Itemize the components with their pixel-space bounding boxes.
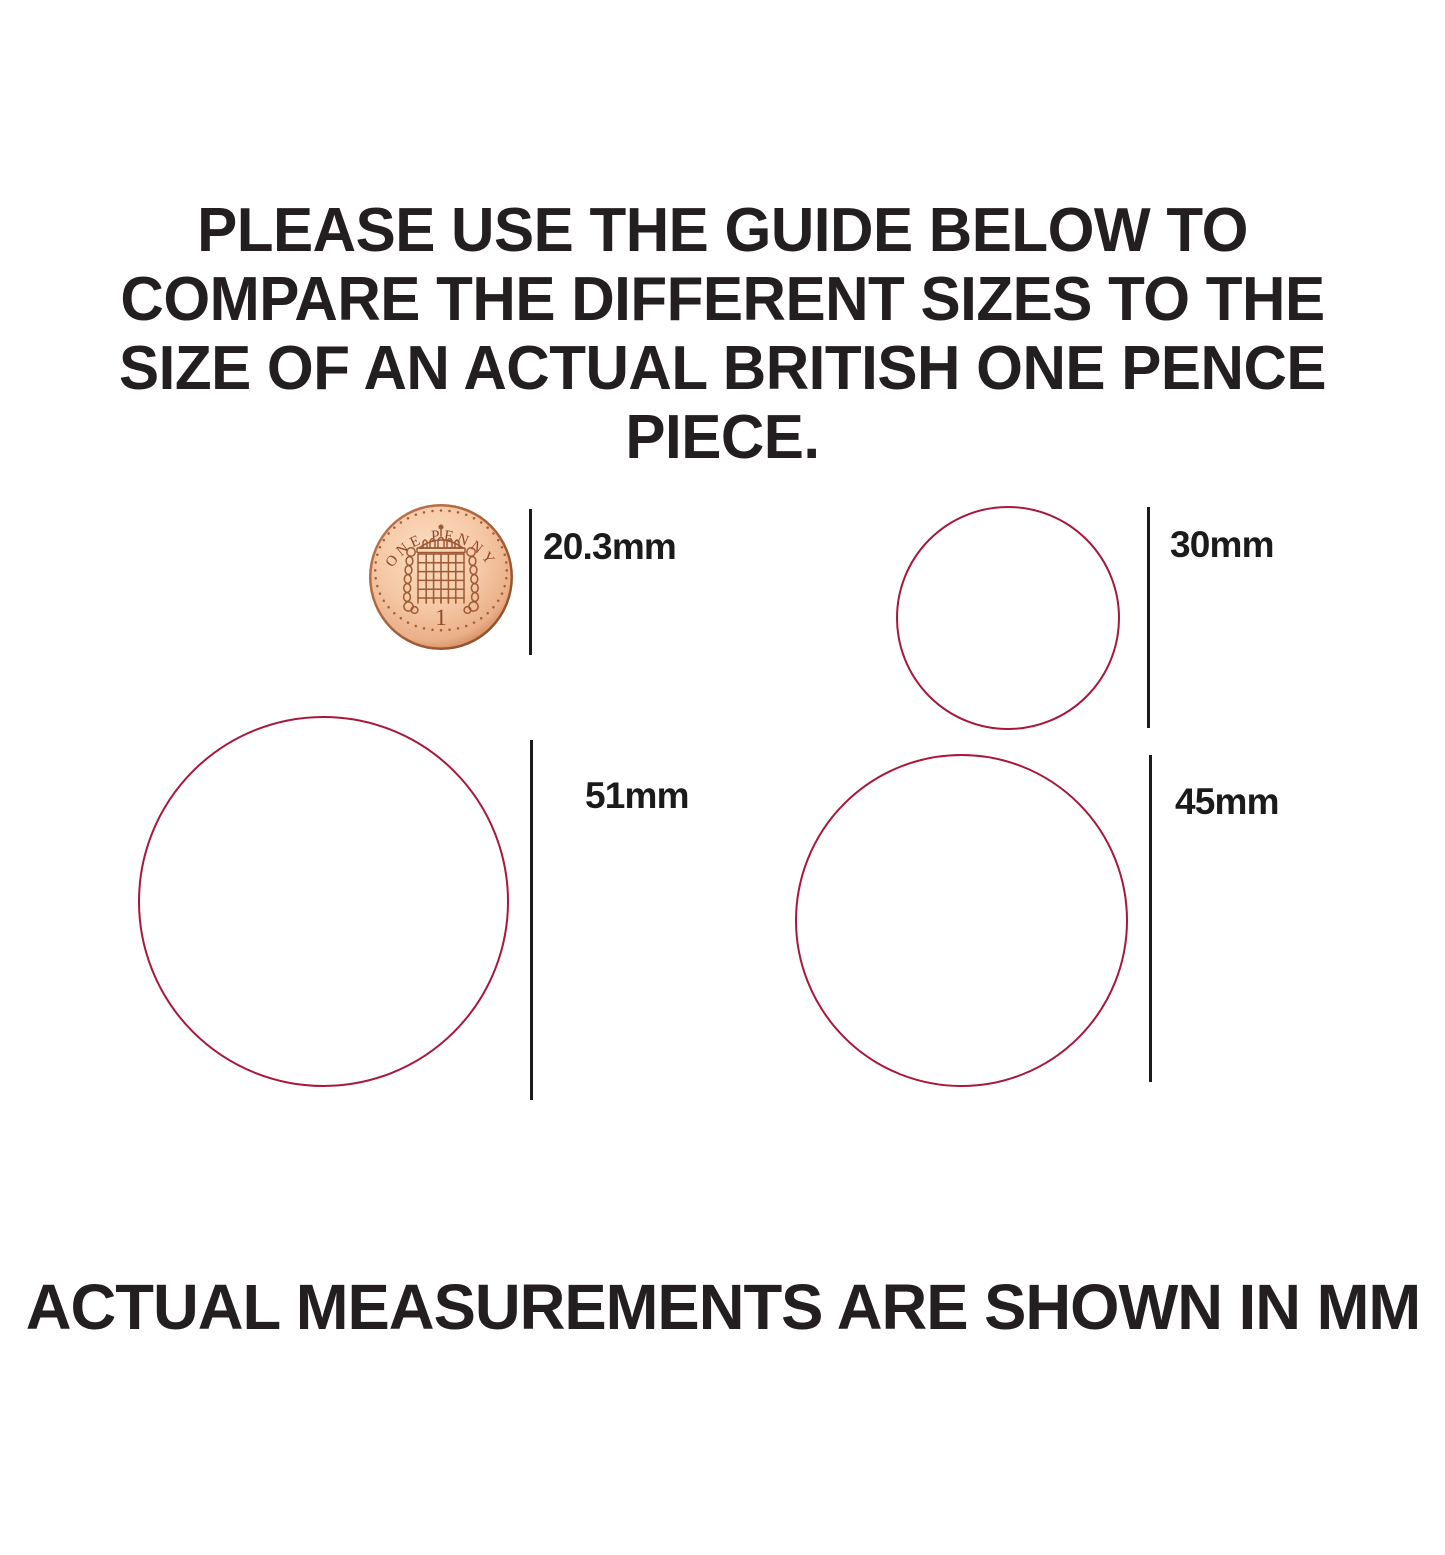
- coin-artwork: ONE PENNY: [369, 504, 513, 650]
- measurement-rule-30mm: [1147, 507, 1150, 728]
- size-circle-51mm: [138, 716, 509, 1087]
- measurement-rule-45mm: [1149, 755, 1152, 1082]
- measurement-label-51mm: 51mm: [585, 775, 690, 816]
- svg-text:1: 1: [435, 605, 447, 630]
- measurement-label-20-3mm: 20.3mm: [543, 526, 677, 567]
- size-circle-45mm: [795, 754, 1128, 1087]
- measurement-rule-20-3mm: [529, 509, 532, 655]
- one-pence-coin-image: ONE PENNY: [367, 502, 515, 652]
- measurement-rule-51mm: [530, 740, 533, 1100]
- measurement-label-45mm: 45mm: [1175, 781, 1280, 822]
- measurement-label-30mm: 30mm: [1170, 524, 1275, 565]
- page-title: PLEASE USE THE GUIDE BELOW TO COMPARE TH…: [118, 196, 1327, 472]
- footer-note: ACTUAL MEASUREMENTS ARE SHOWN IN MM: [25, 1271, 1421, 1343]
- size-circle-30mm: [896, 506, 1120, 730]
